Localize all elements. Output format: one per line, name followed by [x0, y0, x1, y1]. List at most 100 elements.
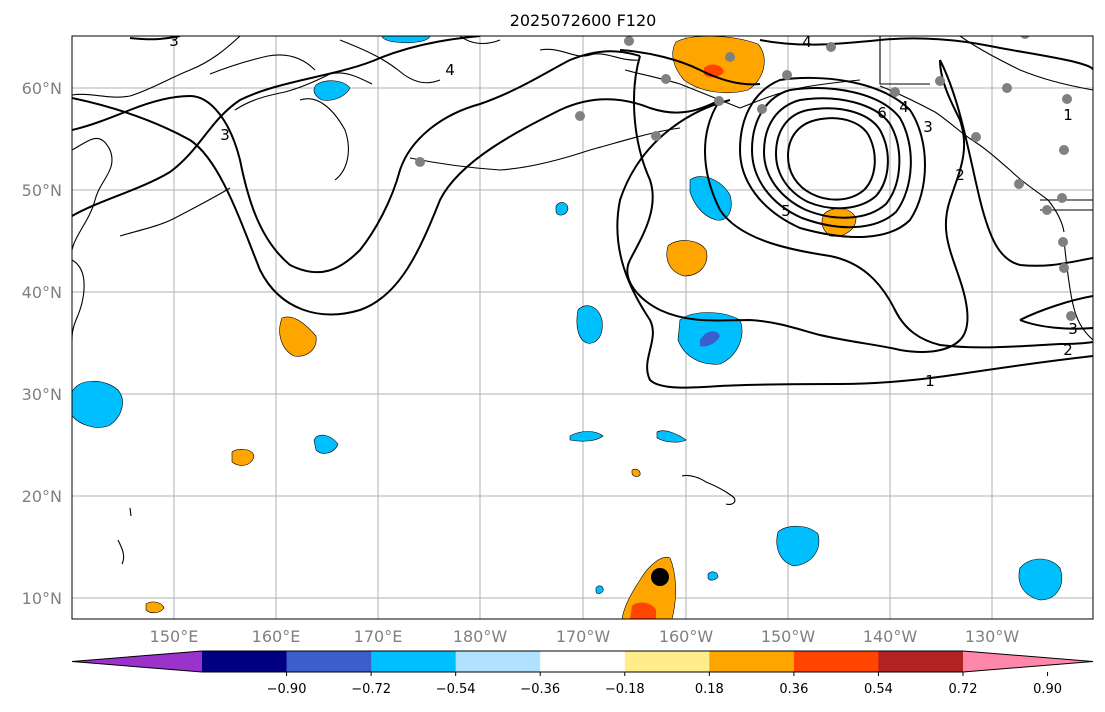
colorbar-extend-low — [72, 651, 202, 672]
latitude-labels: 60°N 50°N 40°N 30°N 20°N 10°N — [22, 79, 62, 608]
negative-anomaly-blob — [381, 36, 431, 44]
negative-anomaly-blob — [576, 305, 603, 344]
negative-anomaly-blob — [313, 434, 339, 454]
lon-label: 170°W — [556, 627, 611, 646]
negative-anomaly-blob — [313, 80, 351, 101]
gray-dot-icon — [1002, 83, 1012, 93]
contour-label: 4 — [445, 61, 455, 79]
lon-label: 140°W — [863, 627, 918, 646]
gray-dot-icon — [890, 87, 900, 97]
colorbar-segment — [202, 651, 288, 672]
colorbar-segment — [540, 651, 626, 672]
colorbar-tick-label: 0.36 — [779, 682, 808, 697]
negative-anomaly-blob — [776, 525, 820, 567]
contour-label: 2 — [955, 166, 965, 184]
gray-dot-icon — [1042, 205, 1052, 215]
negative-anomaly-blob — [1018, 558, 1062, 601]
gray-dot-icon — [415, 157, 425, 167]
positive-anomaly-blob — [666, 240, 708, 277]
contour-label: 4 — [802, 33, 812, 51]
contour-label: 3 — [220, 126, 230, 144]
colorbar-tick-label: 0.90 — [1033, 682, 1062, 697]
colorbar-segment — [709, 651, 795, 672]
gray-dot-icon — [624, 36, 634, 46]
colorbar: −0.90 −0.72 −0.54 −0.36 −0.18 0.18 0.36 0.54 0.7… — [71, 650, 1094, 697]
gray-dot-icon — [661, 74, 671, 84]
lat-label: 60°N — [22, 79, 62, 98]
negative-anomaly-blob — [595, 585, 604, 594]
gray-dot-icon — [935, 76, 945, 86]
negative-anomaly-blob — [72, 380, 123, 428]
lon-label: 180°W — [453, 627, 508, 646]
positive-anomaly-blob — [631, 468, 641, 477]
positive-anomaly-core — [630, 602, 656, 619]
gray-dot-icon — [1059, 145, 1069, 155]
station-markers — [415, 36, 1076, 321]
positive-anomaly-blob — [145, 601, 165, 614]
colorbar-tick-label: −0.54 — [436, 682, 476, 697]
positive-anomaly-blob — [231, 449, 255, 466]
lon-label: 160°E — [252, 627, 301, 646]
map-frame — [71, 35, 1094, 620]
contour-label: 5 — [781, 202, 791, 220]
gray-dot-icon — [575, 111, 585, 121]
negative-anomaly-blob — [707, 571, 719, 581]
contour-label: 3 — [1068, 320, 1078, 338]
lon-label: 150°W — [761, 627, 816, 646]
gray-dot-icon — [1014, 179, 1024, 189]
lon-label: 130°W — [965, 627, 1020, 646]
gray-dot-icon — [1066, 311, 1076, 321]
colorbar-segment — [371, 651, 457, 672]
contour-label: 4 — [899, 98, 909, 116]
gray-dot-icon — [1059, 263, 1069, 273]
colorbar-segment — [455, 651, 541, 672]
colorbar-extend-high — [963, 651, 1093, 672]
contour-label: 3 — [923, 118, 933, 136]
lon-label: 160°W — [659, 627, 714, 646]
colorbar-tick-label: 0.54 — [864, 682, 893, 697]
colorbar-segment — [624, 651, 710, 672]
gray-dot-icon — [651, 131, 661, 141]
positive-anomaly-blob — [672, 36, 765, 94]
colorbar-tick-label: 0.72 — [949, 682, 978, 697]
colorbar-tick-label: −0.36 — [520, 682, 560, 697]
gray-dot-icon — [714, 96, 724, 106]
longitude-labels: 150°E 160°E 170°E 180°W 170°W 160°W 150°… — [150, 627, 1020, 646]
colorbar-tick-label: −0.90 — [267, 682, 307, 697]
lat-label: 50°N — [22, 181, 62, 200]
colorbar-outline — [71, 650, 1094, 673]
gray-dot-icon — [782, 70, 792, 80]
contour-label: 1 — [925, 372, 935, 390]
contour-label: 6 — [877, 104, 887, 122]
contour-label: 1 — [1063, 106, 1073, 124]
gray-dot-icon — [1058, 237, 1068, 247]
lat-label: 30°N — [22, 385, 62, 404]
colorbar-segment — [286, 651, 372, 672]
contour-label: 3 — [169, 32, 179, 50]
negative-anomaly-blob — [555, 202, 569, 216]
black-circle-icon — [651, 568, 669, 586]
positive-anomaly-blob — [279, 316, 317, 357]
colorbar-tick-label: 0.18 — [695, 682, 724, 697]
gray-dot-icon — [757, 104, 767, 114]
colorbar-segment — [793, 651, 879, 672]
gray-dot-icon — [971, 132, 981, 142]
gray-dot-icon — [725, 52, 735, 62]
negative-anomaly-blob — [656, 430, 687, 443]
colorbar-segment — [878, 651, 964, 672]
negative-anomaly-blob — [569, 431, 604, 442]
gray-dot-icon — [1020, 36, 1030, 39]
lat-label: 10°N — [22, 589, 62, 608]
lon-label: 170°E — [354, 627, 403, 646]
gray-dot-icon — [1062, 94, 1072, 104]
colorbar-tick-label: −0.72 — [351, 682, 391, 697]
lon-label: 150°E — [150, 627, 199, 646]
negative-anomaly-core — [700, 331, 720, 347]
gray-dot-icon — [826, 42, 836, 52]
contour-label: 2 — [1063, 341, 1073, 359]
colorbar-tick-label: −0.18 — [605, 682, 645, 697]
map-title: 2025072600 F120 — [510, 11, 657, 30]
contour-labels: 3 4 4 3 6 4 3 5 2 1 2 3 1 — [169, 32, 1078, 390]
lat-label: 20°N — [22, 487, 62, 506]
